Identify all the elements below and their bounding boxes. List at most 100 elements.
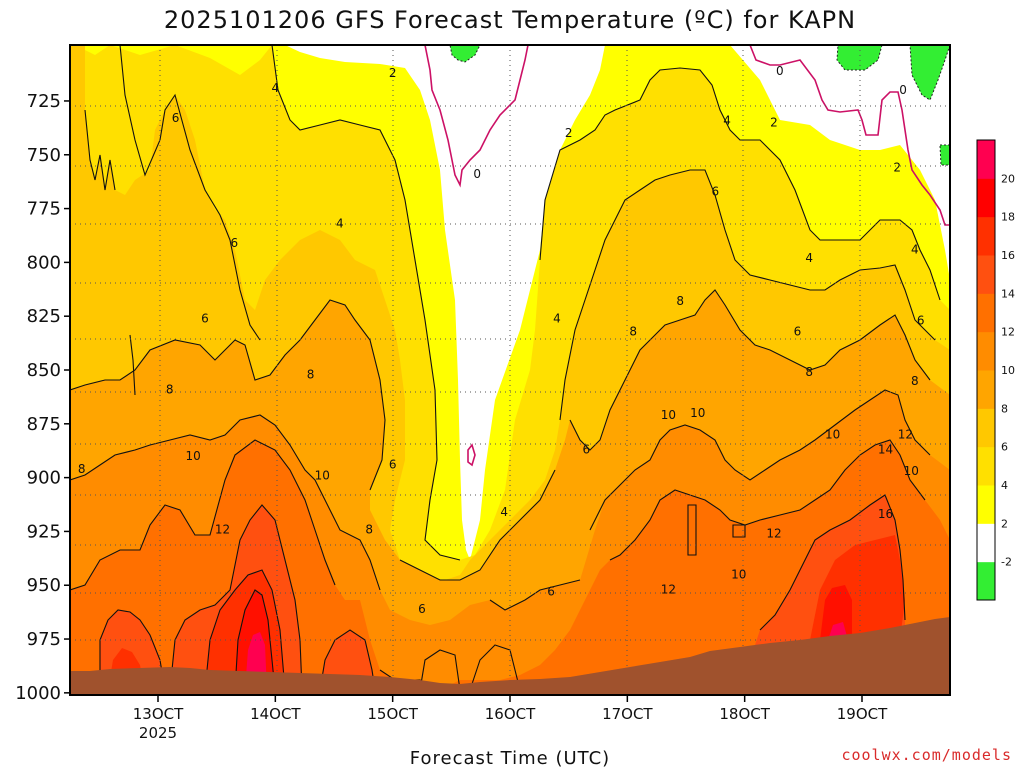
contour-label: 10 (315, 468, 330, 482)
y-tick-label: 875 (27, 414, 61, 435)
x-tick-label: 13OCT (133, 705, 184, 723)
colorbar-level-label: 10 (1001, 364, 1015, 377)
contour-label: 6 (547, 585, 555, 599)
x-tick-year-label: 2025 (139, 724, 177, 742)
x-tick-label: 15OCT (367, 705, 418, 723)
contour-label: 12 (661, 583, 676, 597)
contour-label: 8 (166, 382, 174, 396)
colorbar-swatch (977, 523, 995, 563)
band-lt-minus-2-green (449, 45, 950, 166)
contour-label: 8 (78, 462, 86, 476)
contour-label: 6 (917, 313, 925, 327)
contour-label: 6 (582, 443, 590, 457)
y-tick-label: 850 (27, 360, 61, 381)
contour-label: 8 (911, 374, 919, 388)
y-tick-label: 750 (27, 145, 61, 166)
contour-label: 4 (723, 113, 731, 127)
contour-label: 8 (676, 294, 684, 308)
x-axis-label: Forecast Time (UTC) (410, 748, 610, 768)
contour-label: 0 (776, 64, 784, 78)
colorbar-level-label: 18 (1001, 211, 1015, 224)
colorbar-level-label: 16 (1001, 249, 1015, 262)
contour-labels: 2 4 6 0 2 0 0 4 2 2 6 4 6 6 4 4 4 8 8 6 6 8 8 8 8 10 10 10 12 8 10 10 6 6… (78, 64, 925, 616)
colorbar-level-label: 8 (1001, 402, 1008, 415)
contour-label: 8 (365, 522, 373, 536)
contour-label: 4 (805, 251, 813, 265)
colorbar-swatch (977, 178, 995, 218)
contour-label: 2 (565, 126, 573, 140)
y-tick-label: 1000 (15, 683, 61, 704)
credit-text: coolwx.com/models (841, 746, 1012, 764)
contour-label: 4 (911, 242, 919, 256)
band-12-14 (70, 45, 950, 695)
x-tick-label: 16OCT (485, 705, 536, 723)
colorbar-swatch (977, 293, 995, 333)
colorbar-swatch (977, 446, 995, 486)
contour-label: 4 (553, 311, 561, 325)
colorbar-swatch (977, 561, 995, 601)
contour-label: 10 (904, 464, 919, 478)
contour-label: 0 (899, 83, 907, 97)
dotted-grid (70, 45, 950, 695)
contour-label: 10 (825, 428, 840, 442)
isotherm-zero (424, 45, 950, 467)
contour-label: 4 (336, 217, 344, 231)
colorbar-level-label: 2 (1001, 517, 1008, 530)
y-tick-label: 775 (27, 199, 61, 220)
colorbar: -2 2 4 6 8 10 12 14 16 18 20 (976, 139, 1015, 601)
y-tick-label: 925 (27, 521, 61, 542)
colorbar-level-label: 20 (1001, 172, 1015, 185)
contour-label: 6 (712, 184, 720, 198)
contour-label: 2 (893, 161, 901, 175)
contour-label: 6 (389, 458, 397, 472)
contour-label: 6 (418, 602, 426, 616)
y-tick-label: 975 (27, 629, 61, 650)
contour-label: 10 (661, 408, 676, 422)
contour-label: 8 (307, 367, 315, 381)
colorbar-swatch (977, 140, 995, 179)
contour-label: 14 (878, 443, 893, 457)
x-tick-label: 18OCT (719, 705, 770, 723)
contour-label: 6 (172, 111, 180, 125)
contour-label: 4 (272, 81, 280, 95)
colorbar-level-label: 12 (1001, 326, 1015, 339)
contour-label: 2 (389, 66, 397, 80)
contour-label: 12 (215, 522, 230, 536)
colorbar-swatch (977, 408, 995, 448)
y-tick-label: 950 (27, 575, 61, 596)
colorbar-swatch (977, 255, 995, 294)
contour-label: 8 (629, 324, 637, 338)
x-tick-label: 19OCT (837, 705, 888, 723)
contour-label: 10 (186, 449, 201, 463)
chart-title: 2025101206 GFS Forecast Temperature (ºC)… (164, 6, 856, 34)
contour-label: 0 (473, 167, 481, 181)
contour-label: 2 (770, 115, 778, 129)
contour-label: 6 (230, 236, 238, 250)
contour-label: 6 (794, 324, 802, 338)
x-tick-label: 17OCT (602, 705, 653, 723)
y-tick-label: 900 (27, 468, 61, 489)
colorbar-level-label: 6 (1001, 441, 1008, 454)
y-tick-label: 725 (27, 91, 61, 112)
colorbar-swatch (977, 216, 995, 256)
plot-area: 2 4 6 0 2 0 0 4 2 2 6 4 6 6 4 4 4 8 8 6 6 8 8 8 8 10 10 10 12 8 10 10 6 6… (70, 45, 950, 695)
contour-label: 10 (731, 567, 746, 581)
contour-label: 6 (201, 311, 209, 325)
colorbar-frame (976, 139, 996, 601)
contour-label: 12 (898, 428, 913, 442)
contour-label: 12 (766, 527, 781, 541)
ground-below-surface (70, 617, 950, 695)
contour-label: 8 (805, 365, 813, 379)
x-tick-label: 14OCT (250, 705, 301, 723)
y-tick-label: 800 (27, 252, 61, 273)
contour-label: 4 (500, 505, 508, 519)
contour-label: 16 (878, 507, 893, 521)
colorbar-swatch (977, 370, 995, 409)
y-tick-label: 825 (27, 306, 61, 327)
isotherm-lines (70, 45, 941, 691)
colorbar-level-label: -2 (1001, 556, 1012, 569)
colorbar-swatch (977, 331, 995, 371)
contour-label: 10 (690, 406, 705, 420)
